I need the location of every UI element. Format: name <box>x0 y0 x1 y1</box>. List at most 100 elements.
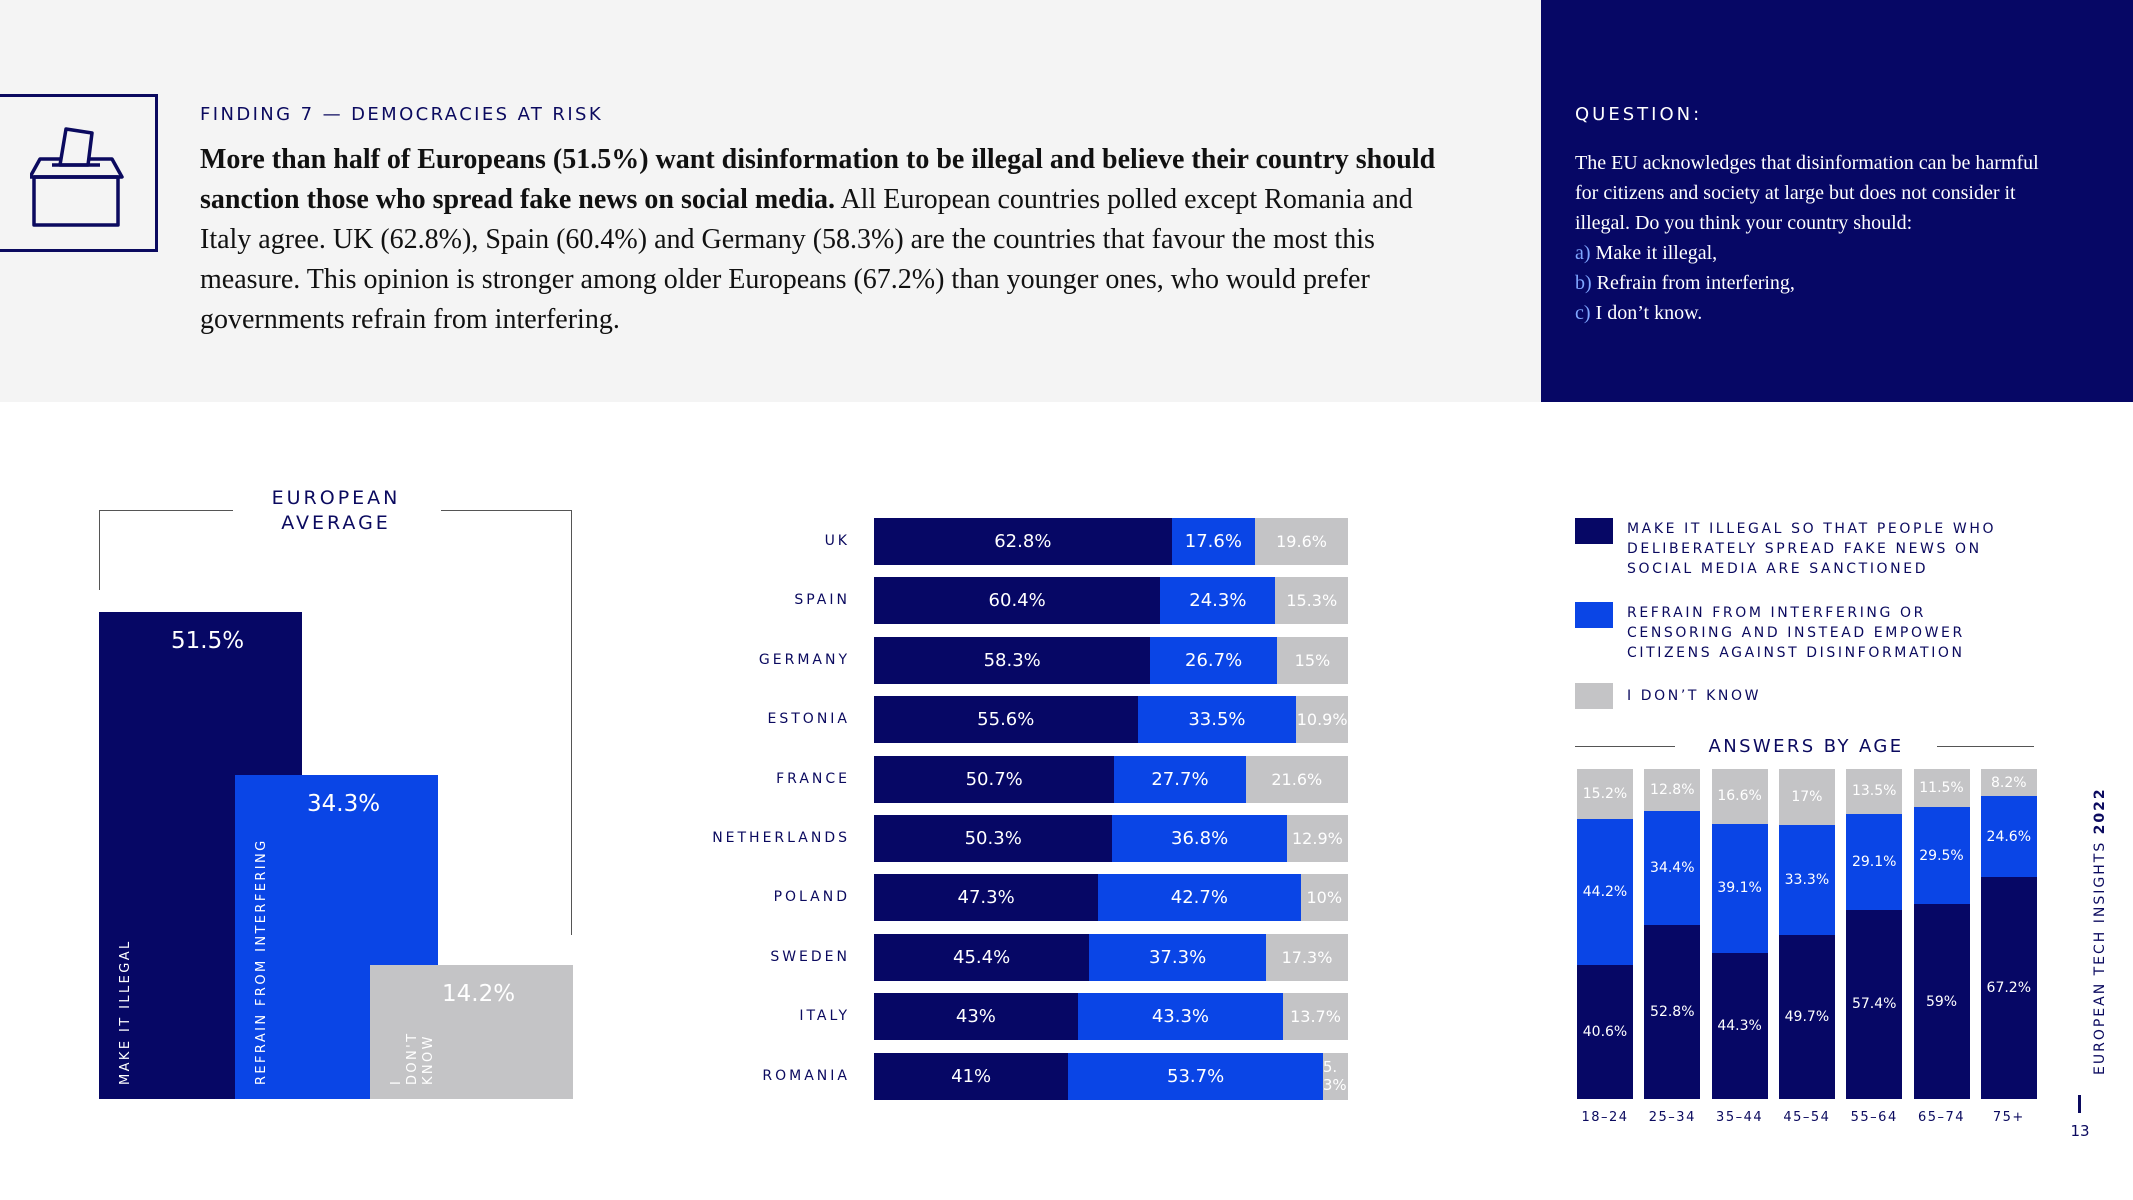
country-bar-segment: 50.7% <box>874 755 1115 803</box>
avg-value-label: 34.3% <box>307 790 381 817</box>
age-category-label: 45–54 <box>1783 1110 1831 1125</box>
question-label: QUESTION: <box>1575 104 1703 125</box>
question-panel <box>1541 0 2133 402</box>
publication-year: 2022 <box>2092 787 2108 835</box>
country-bar-segment: 58.3% <box>874 636 1151 684</box>
age-bar-segment: 17% <box>1778 769 1835 826</box>
question-option-text: Make it illegal, <box>1590 242 1718 264</box>
age-bar-segment: 13.5% <box>1846 769 1903 814</box>
age-bar-segment: 33.3% <box>1778 825 1835 935</box>
country-bar-segment: 60.4% <box>874 577 1161 625</box>
age-category-label: 75+ <box>1992 1110 2025 1125</box>
country-bar-segment: 42.7% <box>1098 874 1301 922</box>
age-bar-segment: 67.2% <box>1980 877 2037 1099</box>
age-bar-segment: 57.4% <box>1846 909 1903 1099</box>
age-category-label: 25–34 <box>1648 1110 1696 1125</box>
country-bar-segment: 10% <box>1300 874 1348 922</box>
age-bar-segment: 29.1% <box>1846 813 1903 910</box>
age-bar-segment: 52.8% <box>1644 924 1701 1099</box>
country-bar-segment: 33.5% <box>1137 696 1297 744</box>
country-bar-segment: 43.3% <box>1077 993 1284 1041</box>
country-bar-segment: 62.8% <box>874 518 1172 565</box>
age-category-label: 18–24 <box>1581 1110 1629 1125</box>
country-label-netherlands: NETHERLANDS <box>712 830 850 846</box>
country-bar-segment: 36.8% <box>1112 815 1287 862</box>
avg-category-label: REFRAIN FROM INTERFERING <box>254 838 269 1085</box>
age-chart-title: ANSWERS BY AGE <box>1708 736 1904 757</box>
age-bar-segment: 15.2% <box>1577 769 1633 820</box>
country-label-romania: ROMANIA <box>762 1067 850 1084</box>
country-label-france: FRANCE <box>776 770 850 787</box>
country-bar-segment: 24.3% <box>1160 577 1276 625</box>
country-label-estonia: ESTONIA <box>767 711 850 728</box>
country-bar-segment: 17.6% <box>1171 518 1256 565</box>
age-title-rule-right <box>1937 746 2034 747</box>
age-bar-segment: 34.4% <box>1644 811 1701 925</box>
publication-title: EUROPEAN TECH INSIGHTS 2022 <box>2092 787 2108 1075</box>
country-label-uk: UK <box>824 533 850 549</box>
age-bar-segment: 49.7% <box>1778 934 1835 1099</box>
finding-body-rest: All European countries polled except Rom… <box>200 184 1413 335</box>
age-bar-segment: 16.6% <box>1711 769 1768 824</box>
finding-body-bold: More than half of Europeans (51.5%) want… <box>200 144 1436 215</box>
question-option-text: Refrain from interfering, <box>1591 272 1795 294</box>
country-label-sweden: SWEDEN <box>770 948 850 965</box>
country-label-spain: SPAIN <box>794 592 850 609</box>
age-bar-segment: 59% <box>1913 904 1970 1099</box>
frame-line-left <box>99 510 100 590</box>
age-title-rule-left <box>1575 746 1675 747</box>
question-option-key: c) <box>1575 302 1591 324</box>
frame-line-right <box>571 510 572 935</box>
age-category-label: 35–44 <box>1716 1110 1764 1125</box>
european-average-title: EUROPEAN AVERAGE <box>271 487 401 534</box>
question-option-key: a) <box>1575 242 1591 264</box>
avg-category-label: I DON'T KNOW <box>389 1031 436 1085</box>
side-rule <box>2078 1095 2081 1113</box>
country-label-italy: ITALY <box>799 1008 850 1025</box>
page-number: 13 <box>2070 1122 2090 1140</box>
country-bar-segment: 55.6% <box>874 696 1138 744</box>
age-bar-segment: 11.5% <box>1913 769 1970 807</box>
country-bar-segment: 19.6% <box>1255 518 1348 565</box>
country-bar-segment: 45.4% <box>874 933 1090 981</box>
country-bar-segment: 43% <box>874 993 1078 1041</box>
ballot-box-icon <box>30 127 124 227</box>
question-option-c: c) I don’t know. <box>1575 298 2055 328</box>
age-bar-segment: 40.6% <box>1577 965 1633 1099</box>
age-category-label: 55–64 <box>1850 1110 1898 1125</box>
country-bar-segment: 13.7% <box>1283 993 1348 1041</box>
question-body: The EU acknowledges that disinformation … <box>1575 148 2055 328</box>
avg-category-label: MAKE IT ILLEGAL <box>118 939 133 1085</box>
header-band <box>0 0 1541 402</box>
country-bar-segment: 12.9% <box>1286 815 1348 862</box>
country-bar-segment: 41% <box>874 1052 1069 1100</box>
legend-swatch-refrain <box>1575 602 1613 628</box>
country-bar-segment: 17.3% <box>1265 933 1348 981</box>
country-bar-segment: 26.7% <box>1150 636 1277 684</box>
frame-line-top-left <box>99 510 233 511</box>
age-bar-segment: 44.2% <box>1577 819 1633 966</box>
age-bar-segment: 29.5% <box>1913 806 1970 905</box>
age-category-label: 65–74 <box>1917 1110 1966 1125</box>
finding-label: FINDING 7 — DEMOCRACIES AT RISK <box>200 104 604 125</box>
age-bar-segment: 8.2% <box>1980 769 2037 797</box>
legend-text-refrain: REFRAIN FROM INTERFERING OR CENSORING AN… <box>1627 605 1965 661</box>
country-bar-segment: 50.3% <box>874 815 1113 862</box>
avg-value-label: 14.2% <box>442 980 516 1007</box>
question-option-text: I don’t know. <box>1590 302 1703 324</box>
country-bar-segment: 37.3% <box>1089 933 1266 981</box>
legend-swatch-illegal <box>1575 518 1613 544</box>
country-label-germany: GERMANY <box>758 651 850 668</box>
country-bar-segment: 27.7% <box>1114 755 1246 803</box>
avg-bar-i-don-t-know <box>370 964 573 1099</box>
country-bar-segment: 15% <box>1276 636 1348 684</box>
country-bar-segment: 47.3% <box>874 874 1099 922</box>
frame-line-top-right <box>441 510 572 511</box>
country-bar-segment: 53.7% <box>1068 1052 1323 1100</box>
age-bar-segment: 44.3% <box>1711 952 1768 1099</box>
country-bar-segment: 21.6% <box>1245 755 1348 803</box>
legend-swatch-dontknow <box>1575 683 1613 709</box>
age-bar-segment: 39.1% <box>1711 823 1768 953</box>
country-bar-segment: 10.9% <box>1296 696 1348 744</box>
age-bar-segment: 24.6% <box>1980 796 2037 878</box>
